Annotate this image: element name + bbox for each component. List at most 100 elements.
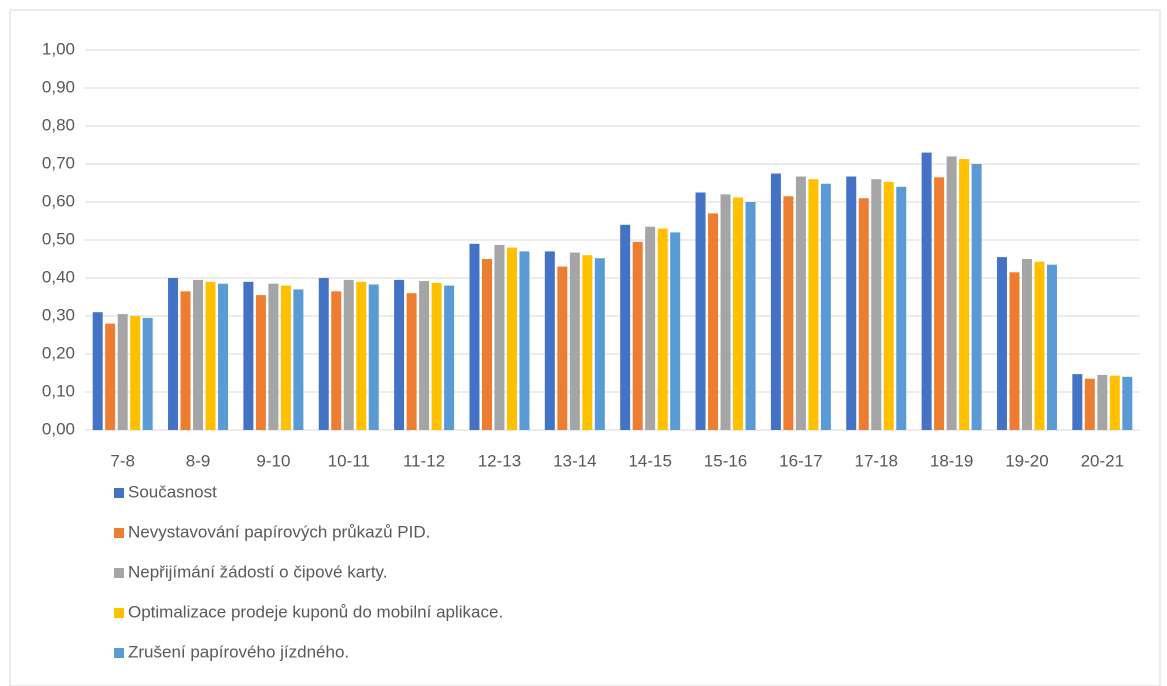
bar: [569, 252, 580, 430]
y-tick-label: 0,10: [42, 381, 75, 400]
bar: [130, 316, 141, 430]
legend-swatch: [114, 488, 124, 498]
y-tick-label: 0,30: [42, 305, 75, 324]
bar: [846, 176, 857, 430]
bar: [356, 281, 367, 430]
bar: [959, 159, 970, 430]
bar: [419, 281, 430, 430]
bar: [808, 179, 819, 430]
bar: [695, 192, 706, 430]
x-tick-label: 11-12: [403, 451, 445, 470]
bar: [896, 186, 907, 430]
bar: [582, 255, 593, 430]
bar: [205, 281, 216, 430]
bar: [632, 241, 643, 430]
legend-label: Nevystavování papírových průkazů PID.: [128, 522, 430, 541]
legend-swatch: [114, 528, 124, 538]
y-tick-label: 0,50: [42, 229, 75, 248]
x-tick-label: 10-11: [328, 451, 370, 470]
legend-label: Současnost: [128, 482, 217, 501]
x-tick-label: 13-14: [553, 451, 596, 470]
x-tick-label: 15-16: [704, 451, 747, 470]
x-tick-label: 8-9: [186, 451, 211, 470]
bar: [783, 196, 794, 430]
bar: [368, 284, 379, 430]
bar: [117, 314, 128, 430]
bar: [481, 259, 492, 430]
bar: [946, 156, 957, 430]
bar: [1097, 374, 1108, 430]
bar: [1122, 376, 1133, 430]
bar: [1046, 264, 1057, 430]
bar: [820, 183, 831, 430]
bar: [921, 152, 932, 430]
bar: [594, 258, 605, 430]
bar: [657, 228, 668, 430]
bar: [871, 179, 882, 430]
bar: [168, 278, 179, 430]
legend-label: Nepřijímání žádostí o čipové karty.: [128, 562, 388, 581]
y-tick-label: 0,40: [42, 267, 75, 286]
bar: [1084, 378, 1095, 430]
bar: [934, 177, 945, 430]
bar: [343, 279, 354, 430]
x-tick-label: 14-15: [628, 451, 671, 470]
y-tick-label: 0,80: [42, 115, 75, 134]
x-tick-label: 18-19: [930, 451, 973, 470]
y-tick-label: 0,00: [42, 419, 75, 438]
bar: [293, 289, 304, 430]
bar: [406, 293, 417, 430]
bar: [519, 251, 530, 430]
bar: [1072, 374, 1083, 430]
y-tick-label: 0,60: [42, 191, 75, 210]
bar: [494, 244, 505, 430]
bar: [92, 312, 103, 430]
bar: [506, 247, 517, 430]
y-tick-label: 0,70: [42, 153, 75, 172]
x-tick-label: 19-20: [1005, 451, 1048, 470]
bar: [431, 282, 442, 430]
bar: [218, 283, 229, 430]
bar: [1021, 259, 1032, 430]
x-tick-label: 12-13: [478, 451, 521, 470]
bar: [105, 323, 116, 430]
x-tick-label: 17-18: [855, 451, 898, 470]
bar: [394, 279, 405, 430]
bar: [620, 224, 631, 430]
bar: [670, 232, 681, 430]
bar: [180, 291, 191, 430]
bar: [255, 295, 266, 430]
y-tick-label: 0,90: [42, 77, 75, 96]
y-tick-label: 1,00: [42, 39, 75, 58]
bar: [996, 257, 1007, 430]
legend-label: Optimalizace prodeje kuponů do mobilní a…: [128, 602, 503, 621]
legend-label: Zrušení papírového jízdného.: [128, 642, 349, 661]
bar: [557, 266, 568, 430]
bar: [720, 194, 731, 430]
bar: [1034, 261, 1045, 430]
x-tick-label: 20-21: [1081, 451, 1124, 470]
bar: [733, 197, 744, 430]
bar: [331, 291, 342, 430]
x-tick-label: 7-8: [110, 451, 135, 470]
bar: [193, 279, 204, 430]
bar: [469, 243, 480, 430]
bar: [318, 278, 329, 430]
legend-swatch: [114, 608, 124, 618]
bar: [745, 202, 756, 430]
bar: [280, 285, 291, 430]
bar: [971, 164, 982, 430]
bar: [858, 198, 869, 430]
legend-swatch: [114, 648, 124, 658]
bar: [243, 281, 254, 430]
bar: [770, 173, 781, 430]
bar: [708, 213, 719, 430]
bar: [444, 285, 455, 430]
x-tick-label: 9-10: [256, 451, 290, 470]
bar: [142, 317, 153, 430]
legend-swatch: [114, 568, 124, 578]
bar: [795, 176, 806, 430]
bar: [1009, 272, 1020, 430]
bar: [268, 283, 279, 430]
